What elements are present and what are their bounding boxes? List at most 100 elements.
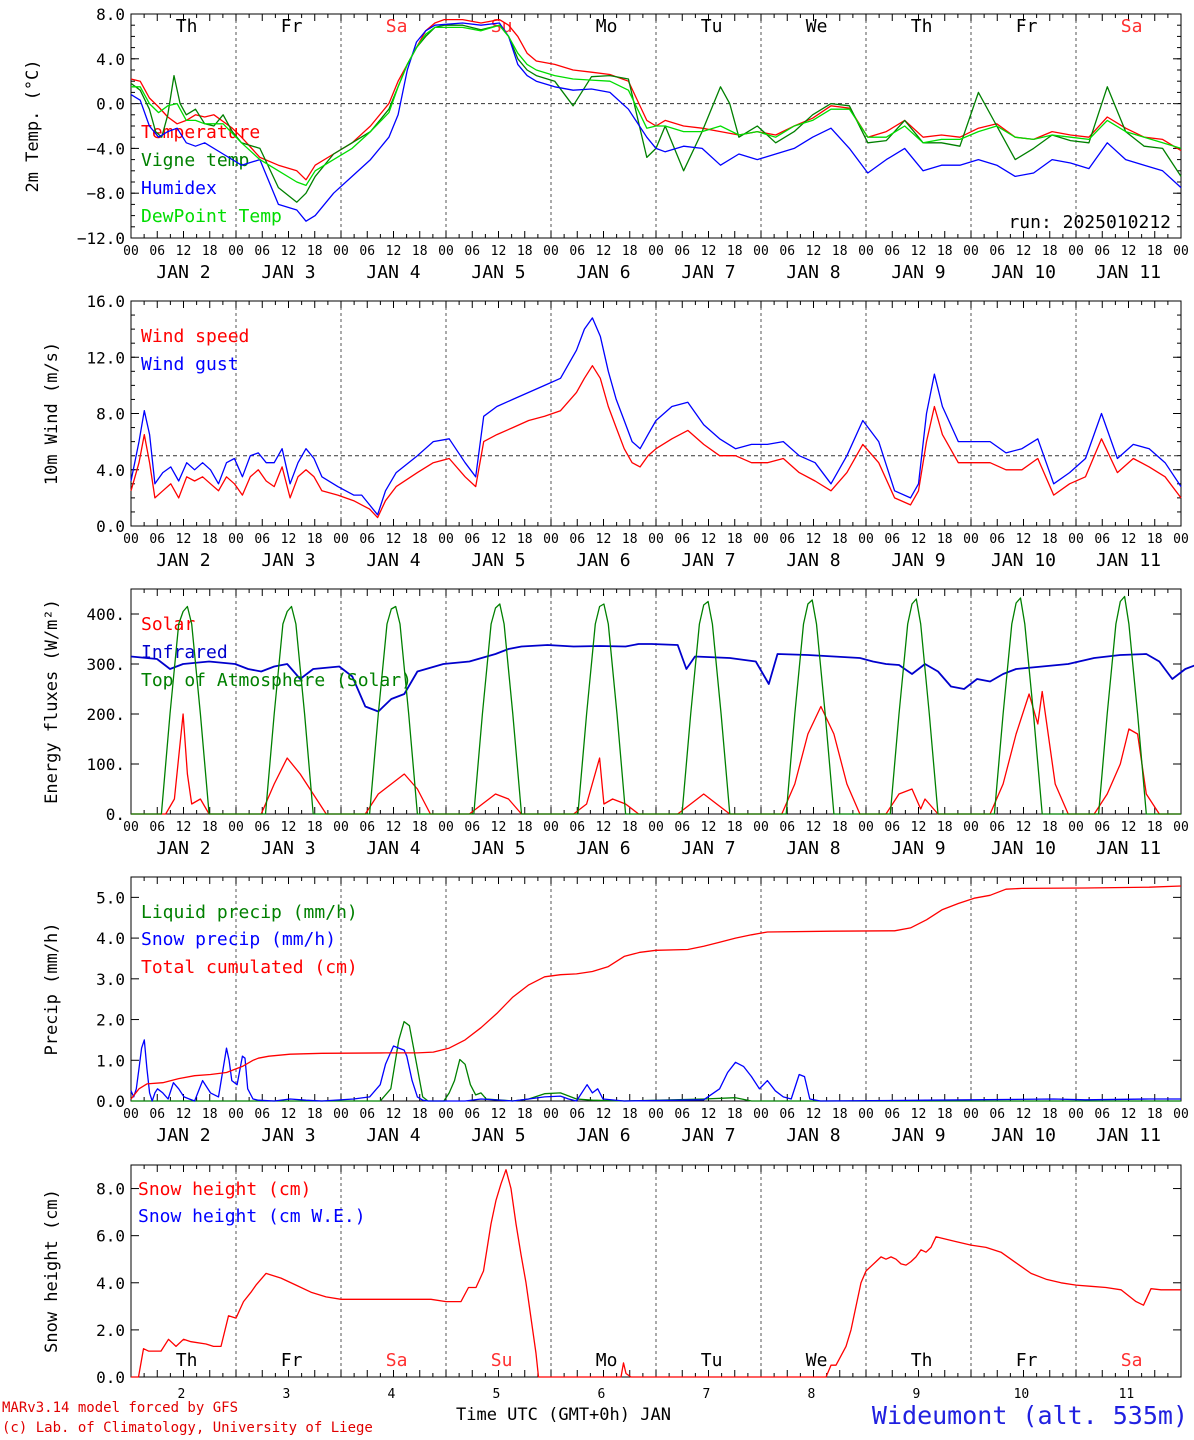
y-tick-label: 300. [86, 655, 125, 674]
hour-label: 12 [281, 532, 297, 547]
hour-label: 06 [989, 532, 1005, 547]
hour-label: 06 [779, 244, 795, 259]
hour-label: 18 [1042, 1107, 1058, 1122]
hour-label: 00 [858, 532, 874, 547]
date-label: JAN 4 [366, 838, 420, 859]
date-label: JAN 3 [261, 838, 315, 859]
hour-label: 12 [806, 532, 822, 547]
hour-label: 18 [517, 1107, 533, 1122]
hour-label: 00 [1068, 820, 1084, 835]
date-label: JAN 2 [156, 1125, 210, 1146]
hour-label: 18 [832, 244, 848, 259]
hour-label: 06 [1094, 1107, 1110, 1122]
panel-1: 8.0 4.0 0.0 −4.0 −8.0 −12.0 2m Temp. (°C) Th Fr S… [23, 5, 1189, 283]
hour-label: 18 [727, 532, 743, 547]
y-tick-label: 400. [86, 605, 125, 624]
hour-label: 00 [1068, 1107, 1084, 1122]
day-number-label: 10 [1014, 1387, 1030, 1402]
date-label: JAN 9 [891, 1125, 945, 1146]
date-label: JAN 10 [991, 838, 1056, 859]
hour-label: 12 [1121, 532, 1137, 547]
legend-label: Solar [141, 614, 195, 635]
date-label: JAN 7 [681, 262, 735, 283]
hour-label: 00 [858, 244, 874, 259]
y-tick-label: 12.0 [86, 348, 125, 367]
hour-label: 06 [464, 820, 480, 835]
hour-label: 00 [228, 1107, 244, 1122]
hour-label: 06 [1094, 244, 1110, 259]
hour-label: 06 [359, 1107, 375, 1122]
y-axis-title: Snow height (cm) [42, 1189, 62, 1353]
hour-label: 18 [622, 820, 638, 835]
legend-label: DewPoint Temp [141, 206, 282, 227]
hour-label: 18 [727, 1107, 743, 1122]
hour-label: 18 [1042, 820, 1058, 835]
hour-label: 06 [569, 532, 585, 547]
hour-label: 00 [1173, 820, 1189, 835]
y-axis-title: 2m Temp. (°C) [23, 59, 43, 192]
hour-label: 18 [622, 1107, 638, 1122]
series-line [131, 690, 1181, 815]
hour-label: 18 [727, 820, 743, 835]
legend-label: Total cumulated (cm) [141, 957, 358, 978]
hour-label: 06 [149, 820, 165, 835]
hour-label: 06 [1094, 820, 1110, 835]
hour-label: 00 [123, 532, 139, 547]
hour-label: 00 [753, 532, 769, 547]
hour-label: 18 [1147, 244, 1163, 259]
hour-label: 12 [491, 820, 507, 835]
day-name-label: We [806, 16, 828, 37]
date-label: JAN 10 [991, 262, 1056, 283]
y-tick-label: 8.0 [96, 1180, 125, 1199]
date-label: JAN 7 [681, 838, 735, 859]
hour-label: 06 [674, 244, 690, 259]
hour-label: 00 [333, 532, 349, 547]
hour-label: 12 [911, 820, 927, 835]
day-name-label: Sa [386, 16, 408, 37]
hour-label: 00 [228, 532, 244, 547]
credit-model: MARv3.14 model forced by GFS [2, 1400, 239, 1416]
hour-label: 18 [937, 532, 953, 547]
y-tick-label: 0.0 [96, 95, 125, 114]
hour-label: 12 [386, 532, 402, 547]
hour-label: 12 [911, 244, 927, 259]
hour-label: 12 [596, 532, 612, 547]
hour-label: 12 [1016, 820, 1032, 835]
hour-label: 06 [884, 244, 900, 259]
day-name-label: Th [176, 16, 198, 37]
hour-label: 12 [1121, 820, 1137, 835]
day-name-label: Fr [1016, 16, 1038, 37]
date-label: JAN 9 [891, 838, 945, 859]
series-line [130, 24, 1182, 203]
y-tick-label: 2.0 [96, 1321, 125, 1340]
hour-label: 06 [989, 1107, 1005, 1122]
y-tick-label: 4.0 [96, 50, 125, 69]
hour-label: 06 [464, 1107, 480, 1122]
date-label: JAN 5 [471, 1125, 525, 1146]
y-tick-label: −12.0 [77, 229, 125, 248]
y-axis-title: 10m Wind (m/s) [42, 342, 62, 485]
hour-label: 06 [359, 244, 375, 259]
day-name-label: Mo [596, 1350, 618, 1371]
series-line [131, 1169, 1181, 1378]
day-number-label: 9 [912, 1387, 920, 1402]
day-name-label: Tu [701, 1350, 723, 1371]
day-name-label: Mo [596, 16, 618, 37]
hour-label: 12 [176, 1107, 192, 1122]
date-label: JAN 2 [156, 262, 210, 283]
hour-label: 06 [464, 532, 480, 547]
day-name-label: Sa [1121, 1350, 1143, 1371]
hour-label: 12 [1016, 1107, 1032, 1122]
date-label: JAN 5 [471, 550, 525, 571]
hour-label: 12 [701, 820, 717, 835]
hour-label: 06 [674, 820, 690, 835]
hour-label: 12 [1121, 1107, 1137, 1122]
series-line [131, 595, 1181, 815]
series-line [130, 18, 1182, 181]
hour-label: 00 [648, 1107, 664, 1122]
hour-label: 06 [254, 244, 270, 259]
date-label: JAN 8 [786, 550, 840, 571]
hour-label: 00 [333, 244, 349, 259]
y-tick-label: 0.0 [96, 1368, 125, 1387]
hour-label: 18 [202, 532, 218, 547]
